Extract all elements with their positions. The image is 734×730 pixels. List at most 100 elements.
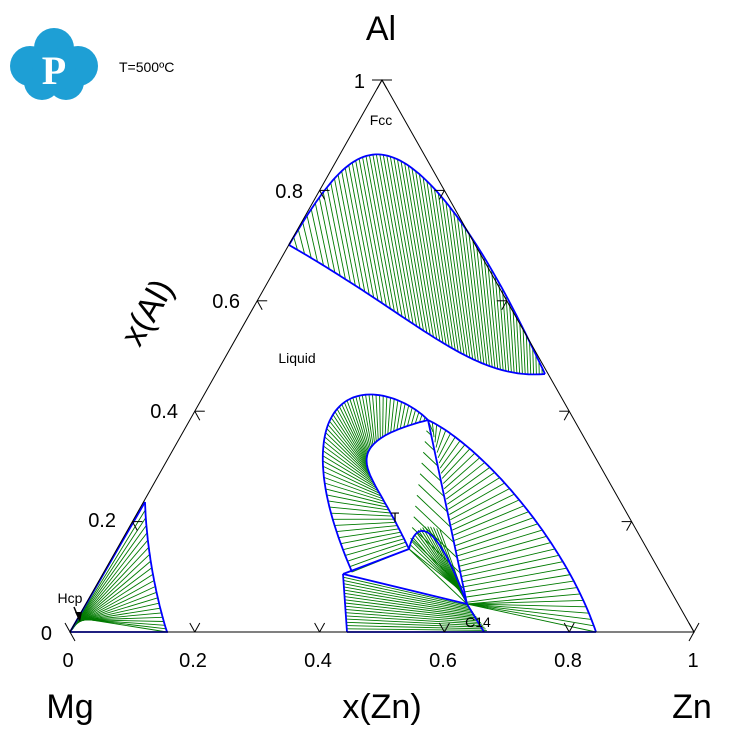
bottom-tick <box>438 622 445 633</box>
fcc-tie-line <box>430 184 456 351</box>
bottom-tick <box>319 622 326 633</box>
lower-c14-tie-line <box>343 586 472 611</box>
fcc-tie-line <box>344 167 370 295</box>
liquid-c14-tie-line <box>435 427 442 448</box>
liquid-fcc-boundary <box>288 244 546 376</box>
vertex-label-al: Al <box>366 10 396 48</box>
bottom-tick-label: 1 <box>687 650 698 672</box>
liquid-c14-tie-line <box>450 488 510 521</box>
fcc-tie-line <box>441 197 465 355</box>
liquid-c14-tie-line <box>448 477 500 510</box>
left-tick-label: 0.4 <box>150 401 178 423</box>
fcc-tie-line <box>529 341 532 375</box>
liquid-t-boundary <box>321 393 429 573</box>
bottom-tick-label: 0.2 <box>179 650 207 672</box>
fcc-tie-line <box>422 177 450 347</box>
liquid-t-tie-line <box>361 395 373 447</box>
fcc-tie-line <box>396 159 428 333</box>
fcc-tie-line <box>411 168 441 342</box>
bottom-tick <box>314 622 321 633</box>
lower-c14-tie-line <box>344 589 473 613</box>
fcc-tie-line <box>382 154 414 324</box>
liquid-t-tie-line <box>382 395 384 438</box>
bottom-tick <box>568 622 575 633</box>
fcc-tie-line <box>479 251 493 368</box>
fcc-tie-line <box>369 155 399 315</box>
lower-boundary <box>342 573 348 633</box>
bottom-tick <box>688 622 695 633</box>
fcc-tie-line <box>456 217 476 361</box>
lower-c14-tie-line <box>346 621 485 628</box>
liquid-t-tie-line <box>349 545 408 568</box>
fcc-tie-line <box>418 174 447 345</box>
bottom-tick <box>443 622 450 633</box>
t-c14-tie-line <box>430 526 466 602</box>
lower-c14-tie-line <box>346 618 484 627</box>
bottom-tick <box>194 622 201 633</box>
fcc-tie-line <box>358 158 387 307</box>
hcp-tie-line <box>73 539 149 628</box>
liquid-c14-tie-line <box>449 482 505 515</box>
liquid-t-tie-line <box>393 400 399 432</box>
liquid-c14-tie-line <box>437 433 451 459</box>
fcc-tie-line <box>314 203 330 270</box>
liquid-c14-tie-line <box>466 603 594 627</box>
lower-c14-tie-line <box>346 628 487 631</box>
liquid-t-tie-line <box>330 417 369 469</box>
fcc-tie-line <box>379 154 410 322</box>
liquid-t-tie-line <box>346 400 368 456</box>
lower-c14-tie-line <box>345 615 483 625</box>
left-tick-label: 1 <box>354 71 365 93</box>
hcp-tie-line <box>76 602 160 623</box>
liquid-c14-tie-line <box>458 535 547 562</box>
tie-lines <box>71 154 597 633</box>
hcp-tie-line <box>75 591 157 624</box>
liquid-c14-tie-line <box>431 422 435 438</box>
liquid-c14-tie-line <box>466 603 587 608</box>
liquid-t-tie-line <box>336 408 368 463</box>
hcp-tie-line <box>72 524 147 629</box>
lower-c14-tie-line <box>344 599 477 617</box>
vertex-label-zn: Zn <box>672 688 712 726</box>
liquid-t-tie-line <box>372 394 377 442</box>
fcc-tie-line <box>535 354 537 375</box>
liquid-c14-tie-line <box>447 472 495 505</box>
liquid-t-tie-line <box>365 394 374 445</box>
fcc-tie-line <box>337 174 361 289</box>
liquid-t-tie-line <box>327 424 370 473</box>
lower-c14-tie-line <box>346 625 486 630</box>
liquid-t-tie-line <box>322 450 376 487</box>
fcc-tie-line <box>326 187 346 280</box>
liquid-t-tie-line <box>330 512 393 517</box>
liquid-c14-tie-line <box>451 493 515 526</box>
left-tick <box>319 190 326 200</box>
fcc-tie-line <box>389 156 421 329</box>
liquid-t-tie-line <box>322 455 377 489</box>
left-tick <box>381 79 388 90</box>
fcc-tie-line <box>532 348 535 375</box>
liquid-c14-tie-line <box>462 561 563 583</box>
liquid-t-tie-line <box>384 396 388 436</box>
liquid-c14-tie-line <box>466 603 592 620</box>
fcc-tie-line <box>351 162 379 301</box>
t-c14-tie-line <box>418 484 448 513</box>
liquid-t-tie-line <box>325 488 386 505</box>
fcc-tie-line <box>318 197 336 273</box>
fcc-tie-line <box>476 245 490 367</box>
fcc-tie-line <box>426 180 453 349</box>
liquid-c14-tie-line <box>455 517 534 546</box>
fcc-tie-line <box>355 160 383 304</box>
hcp-tie-line <box>72 517 147 630</box>
hcp-tie-line <box>76 597 158 623</box>
liquid-t-tie-line <box>323 445 375 484</box>
liquid-c14-tie-line <box>466 603 589 614</box>
bottom-tick <box>563 622 570 633</box>
left-tick <box>69 631 76 642</box>
temperature-label: T=500ºC <box>119 59 174 75</box>
liquid-c14-tie-line <box>460 548 556 572</box>
liquid-t-tie-line <box>341 404 368 459</box>
bottom-tick-label: 0.8 <box>554 650 582 672</box>
left-tick <box>131 521 138 531</box>
liquid-c14-tie-line <box>466 603 597 633</box>
liquid-t-tie-line <box>323 440 374 482</box>
